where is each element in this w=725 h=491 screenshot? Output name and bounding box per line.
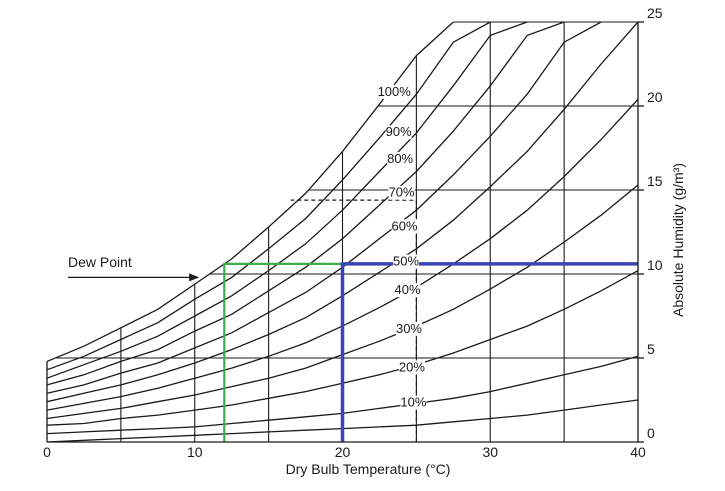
humidity-curve-60pct bbox=[47, 22, 602, 394]
curve-label-70pct: 70% bbox=[389, 185, 415, 200]
x-tick-label-30: 30 bbox=[482, 444, 498, 460]
y-tick-label-15: 15 bbox=[647, 173, 663, 189]
x-tick-label-20: 20 bbox=[335, 444, 351, 460]
dew-point-label: Dew Point bbox=[68, 254, 132, 270]
curve-label-bg-100pct bbox=[377, 84, 412, 99]
blue-temperature-line bbox=[340, 262, 638, 442]
curve-label-bg-10pct bbox=[400, 395, 427, 410]
x-tick-label-10: 10 bbox=[187, 444, 203, 460]
x-axis-label: Dry Bulb Temperature (°C) bbox=[286, 461, 451, 477]
humidity-curve-80pct bbox=[47, 22, 528, 379]
x-tick-label-40: 40 bbox=[630, 444, 646, 460]
green-dew-point-line bbox=[223, 262, 343, 442]
curve-label-20pct: 20% bbox=[399, 359, 425, 374]
curve-label-bg-60pct bbox=[391, 219, 418, 234]
y-axis-label: Absolute Humidity (g/m³) bbox=[670, 163, 686, 317]
curve-label-90pct: 90% bbox=[386, 124, 412, 139]
curve-label-40pct: 40% bbox=[394, 282, 420, 297]
y-tick-label-0: 0 bbox=[647, 425, 655, 441]
curve-label-bg-80pct bbox=[387, 152, 414, 167]
dew-point-arrow-head bbox=[189, 273, 200, 282]
x-tick-label-0: 0 bbox=[43, 444, 51, 460]
y-tick-label-25: 25 bbox=[647, 5, 663, 21]
curve-label-50pct: 50% bbox=[393, 254, 419, 269]
humidity-curve-90pct bbox=[47, 22, 491, 371]
y-tick-label-10: 10 bbox=[647, 257, 663, 273]
curve-labels: 100% 90% 80% 70% 60% 50% 40% 30% 20% 10% bbox=[377, 84, 427, 410]
y-tick-label-20: 20 bbox=[647, 89, 663, 105]
curve-label-bg-40pct bbox=[394, 283, 421, 298]
curve-label-60pct: 60% bbox=[392, 218, 418, 233]
curve-label-bg-30pct bbox=[395, 321, 422, 336]
humidity-curve-70pct bbox=[47, 22, 565, 386]
curve-label-30pct: 30% bbox=[396, 321, 422, 336]
curve-label-bg-50pct bbox=[393, 254, 420, 269]
axes-frame bbox=[46, 21, 644, 443]
y-tick-label-5: 5 bbox=[647, 341, 655, 357]
curve-label-80pct: 80% bbox=[387, 151, 413, 166]
curve-label-100pct: 100% bbox=[378, 84, 412, 99]
curve-label-bg-20pct bbox=[398, 360, 425, 375]
curve-label-bg-70pct bbox=[388, 185, 415, 200]
curve-label-bg-90pct bbox=[385, 125, 412, 140]
curve-label-10pct: 10% bbox=[400, 395, 426, 410]
